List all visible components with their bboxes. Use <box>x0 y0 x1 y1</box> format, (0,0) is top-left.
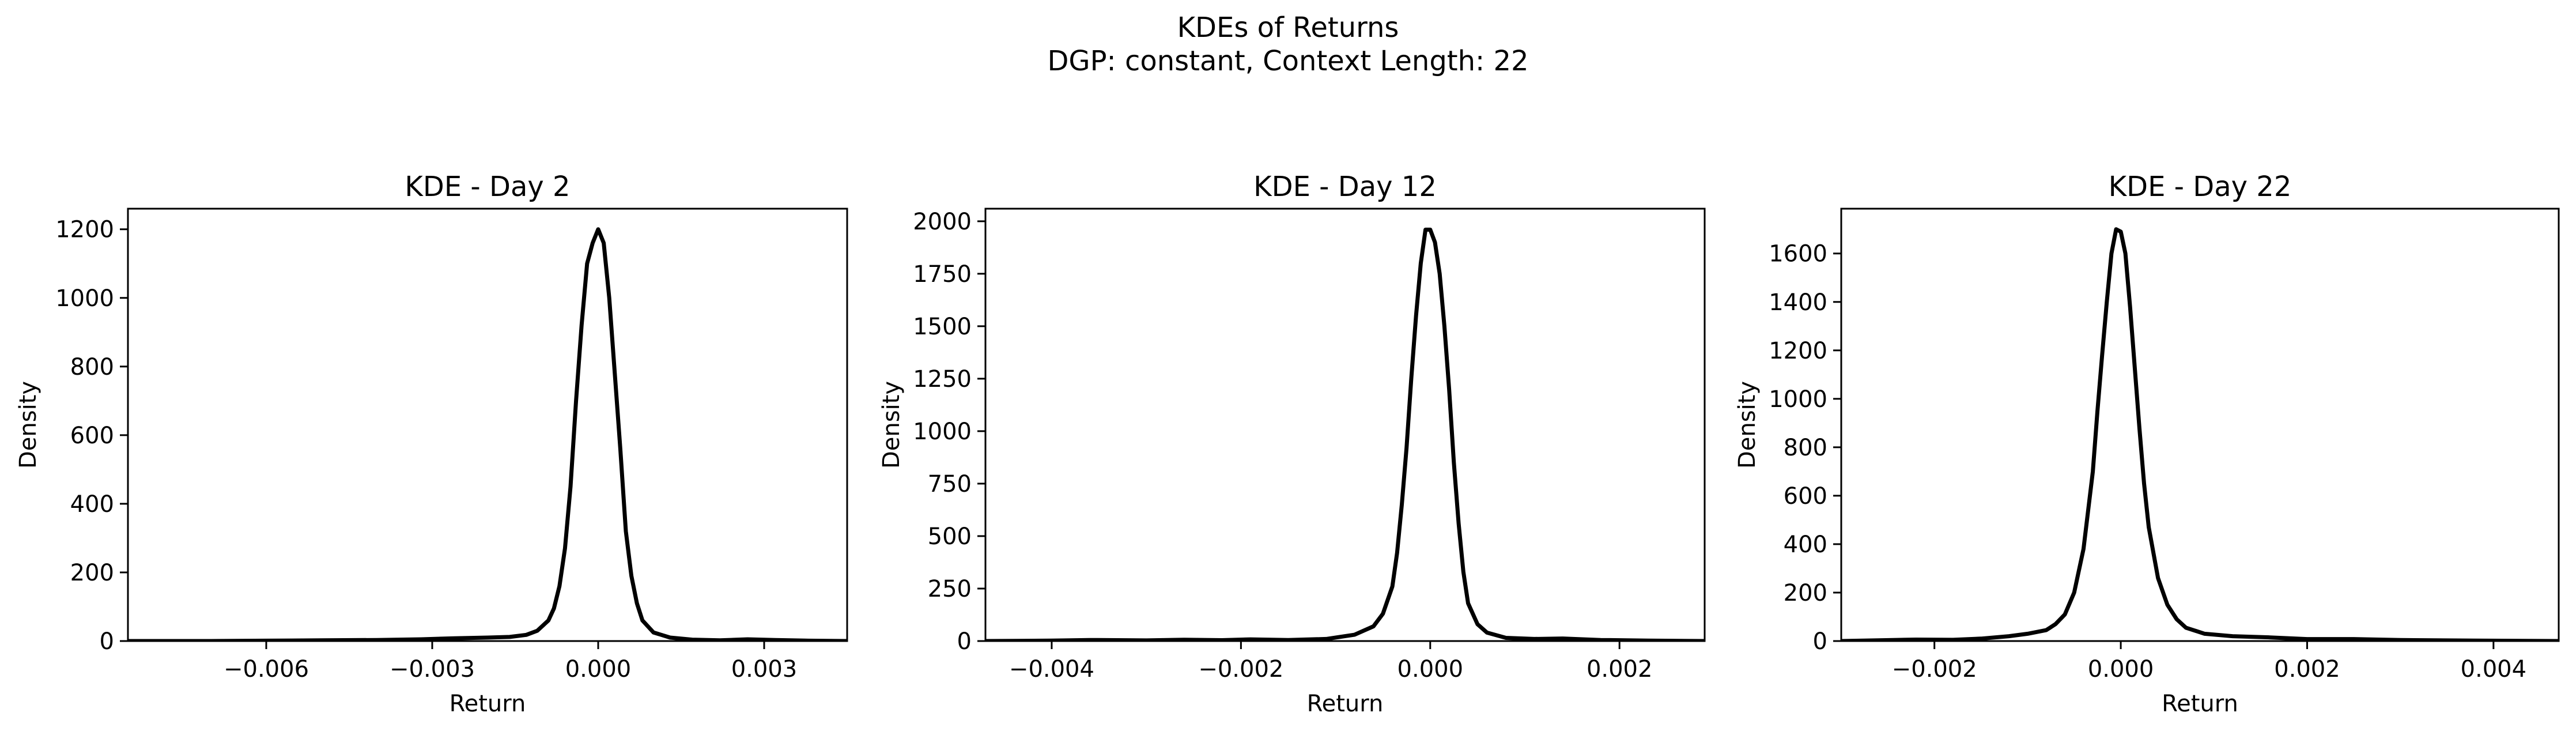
subplot-3: KDE - Day 22 −0.002 0.000 0.002 0.004 0 200 400… <box>1734 171 2560 717</box>
y-tick-label: 600 <box>70 423 114 449</box>
axes-frame <box>127 208 848 642</box>
y-tick-label: 2000 <box>913 209 972 235</box>
y-tick-label: 1500 <box>913 314 972 340</box>
kde-line <box>1841 227 2559 641</box>
y-tick-label: 250 <box>928 576 972 602</box>
y-tick-label: 800 <box>70 354 114 380</box>
axes-frame <box>984 208 1706 642</box>
x-tick-label: −0.003 <box>390 656 475 683</box>
subplot-title: KDE - Day 22 <box>2109 171 2292 203</box>
y-axis-label: Density <box>1734 381 1761 469</box>
y-axis-label: Density <box>878 381 905 469</box>
y-tick-label: 500 <box>928 523 972 550</box>
kde-line <box>128 227 847 641</box>
y-tick-label: 800 <box>1784 435 1827 461</box>
subplot-1: KDE - Day 2 −0.006 −0.003 0.000 0.003 0 200 400… <box>15 171 848 717</box>
y-tick-label: 400 <box>1784 532 1827 558</box>
y-tick-label: 1000 <box>55 285 114 312</box>
y-tick-label: 750 <box>928 471 972 497</box>
y-tick-label: 1200 <box>55 217 114 243</box>
y-tick-label: 1000 <box>913 419 972 445</box>
kde-line <box>985 227 1705 641</box>
y-tick-label: 200 <box>70 560 114 586</box>
figure-title-line1: KDEs of Returns <box>1177 12 1399 44</box>
x-axis-label: Return <box>2162 691 2238 717</box>
y-tick-label: 1600 <box>1769 241 1827 267</box>
x-tick-label: 0.000 <box>1397 656 1464 683</box>
y-tick-label: 400 <box>70 491 114 518</box>
x-tick-label: 0.000 <box>2088 656 2154 683</box>
y-tick-label: 1000 <box>1769 386 1827 413</box>
subplot-title: KDE - Day 12 <box>1253 171 1437 203</box>
x-tick-label: −0.004 <box>1009 656 1094 683</box>
x-tick-label: −0.002 <box>1198 656 1283 683</box>
subplot-2: KDE - Day 12 −0.004 −0.002 0.000 0.002 0 250 50… <box>878 171 1706 717</box>
y-tick-label: 1250 <box>913 366 972 393</box>
y-tick-label: 600 <box>1784 483 1827 510</box>
x-tick-label: 0.002 <box>2274 656 2340 683</box>
subplot-title: KDE - Day 2 <box>405 171 570 203</box>
axes-frame <box>1840 208 2560 642</box>
x-axis-label: Return <box>1307 691 1384 717</box>
y-tick-label: 1200 <box>1769 338 1827 364</box>
x-tick-label: 0.004 <box>2461 656 2527 683</box>
figure-title-line2: DGP: constant, Context Length: 22 <box>1047 45 1528 77</box>
x-axis-label: Return <box>450 691 526 717</box>
x-tick-label: 0.000 <box>565 656 632 683</box>
y-tick-label: 200 <box>1784 580 1827 606</box>
y-axis-label: Density <box>15 381 41 469</box>
subplots: KDE - Day 2 −0.006 −0.003 0.000 0.003 0 200 400… <box>15 171 2560 717</box>
y-tick-label: 0 <box>100 628 114 655</box>
y-tick-label: 0 <box>957 628 972 655</box>
y-tick-label: 1400 <box>1769 289 1827 316</box>
x-tick-label: 0.002 <box>1587 656 1653 683</box>
y-tick-label: 0 <box>1813 628 1827 655</box>
x-tick-label: −0.002 <box>1892 656 1977 683</box>
x-tick-label: 0.003 <box>731 656 798 683</box>
x-tick-label: −0.006 <box>224 656 309 683</box>
y-tick-label: 1750 <box>913 261 972 288</box>
